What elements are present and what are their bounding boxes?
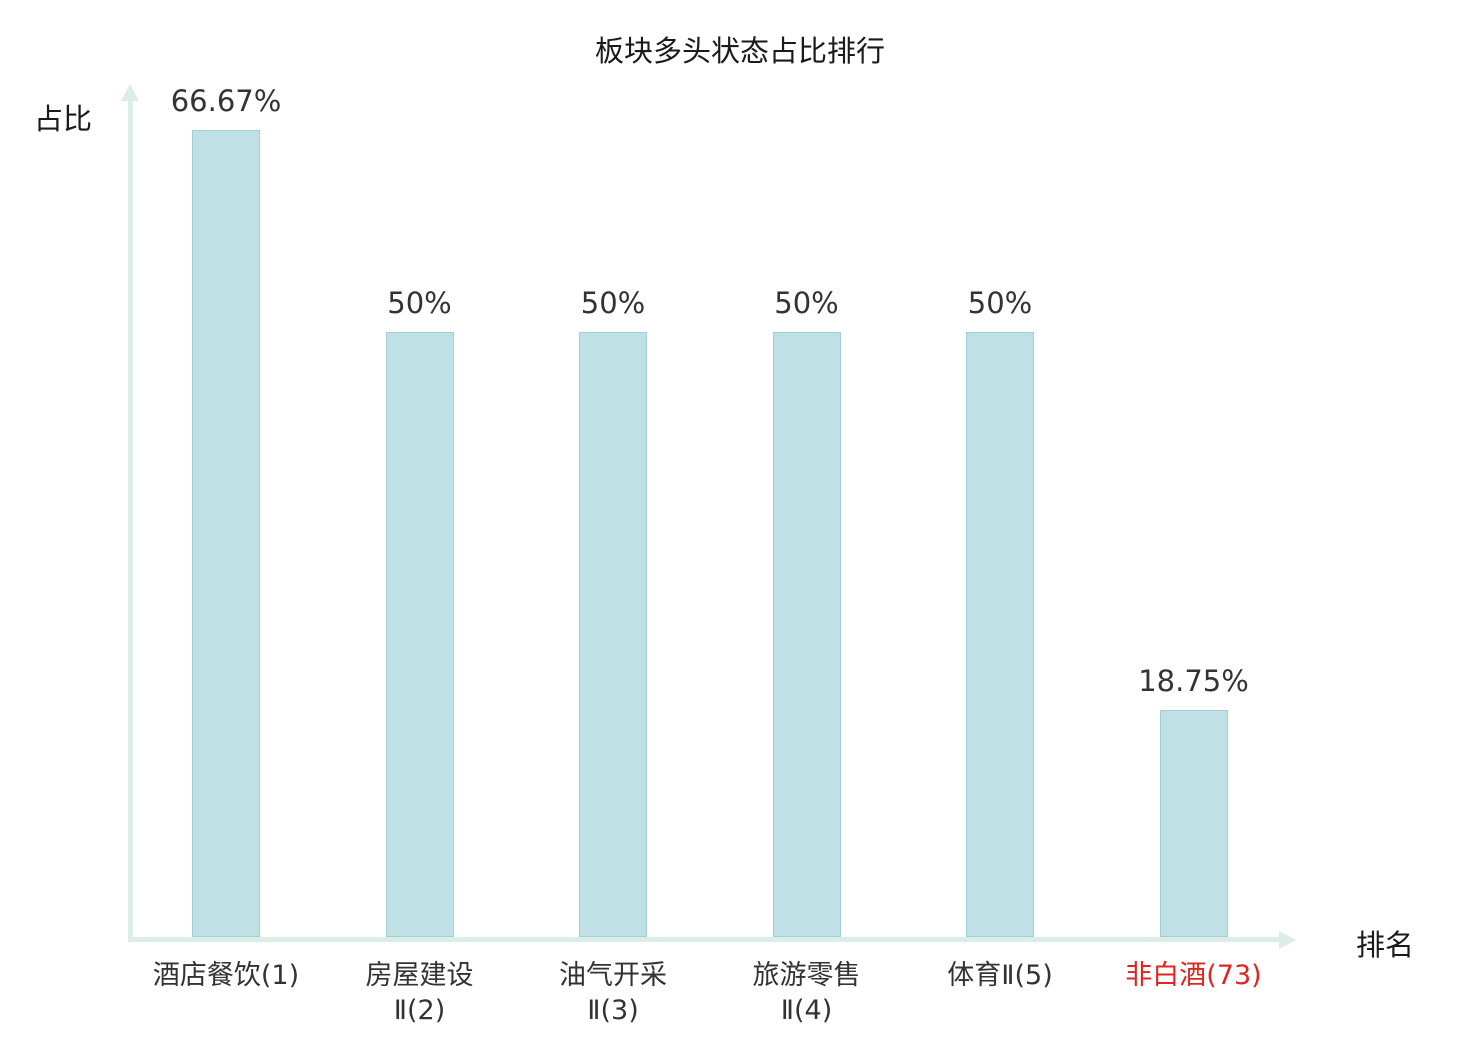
bar-value-label: 50% (580, 286, 646, 320)
bar-category-label: 酒店餐饮(1) (96, 958, 356, 993)
bar-category-label-line: 房屋建设 (365, 960, 474, 991)
bar-category-label: 体育Ⅱ(5) (870, 958, 1130, 993)
bar-category-label: 油气开采 Ⅱ(3) (483, 958, 743, 1028)
y-axis-label: 占比 (34, 102, 93, 136)
bar-category-label-line: 酒店餐饮(1) (152, 960, 300, 991)
bar (966, 332, 1034, 937)
bar-category-label-line: 油气开采 (559, 960, 667, 991)
bar (579, 332, 647, 937)
y-axis-arrow-icon (121, 84, 139, 101)
bar (1159, 710, 1228, 937)
bar-category-label: 旅游零售 Ⅱ(4) (677, 958, 937, 1028)
chart-title: 板块多头状态占比排行 (594, 34, 885, 68)
x-axis-arrow-icon (1279, 930, 1296, 949)
bar-category-label-line: 非白酒(73) (1125, 960, 1262, 991)
bar (192, 130, 260, 937)
bar-value-label: 50% (967, 286, 1033, 320)
bar-category-label-line: 体育Ⅱ(5) (947, 960, 1053, 991)
bar-category-label-line: Ⅱ(4) (780, 995, 833, 1026)
bar-value-label: 50% (387, 286, 452, 320)
bar-category-label: 房屋建设 Ⅱ(2) (290, 958, 550, 1028)
bar-value-label: 50% (774, 286, 839, 320)
bar-category-label-line: Ⅱ(2) (393, 995, 446, 1026)
y-axis (128, 98, 133, 942)
bar-value-label: 66.67% (170, 84, 282, 118)
bar-category-label-line: 旅游零售 (752, 960, 861, 991)
x-axis (128, 937, 1280, 942)
bar-value-label: 18.75% (1138, 664, 1249, 698)
bar (385, 332, 454, 937)
bar-category-label-line: Ⅱ(3) (587, 995, 639, 1026)
bar-category-label: 非白酒(73) (1064, 958, 1324, 993)
x-axis-label: 排名 (1356, 928, 1415, 962)
bar (772, 332, 841, 937)
